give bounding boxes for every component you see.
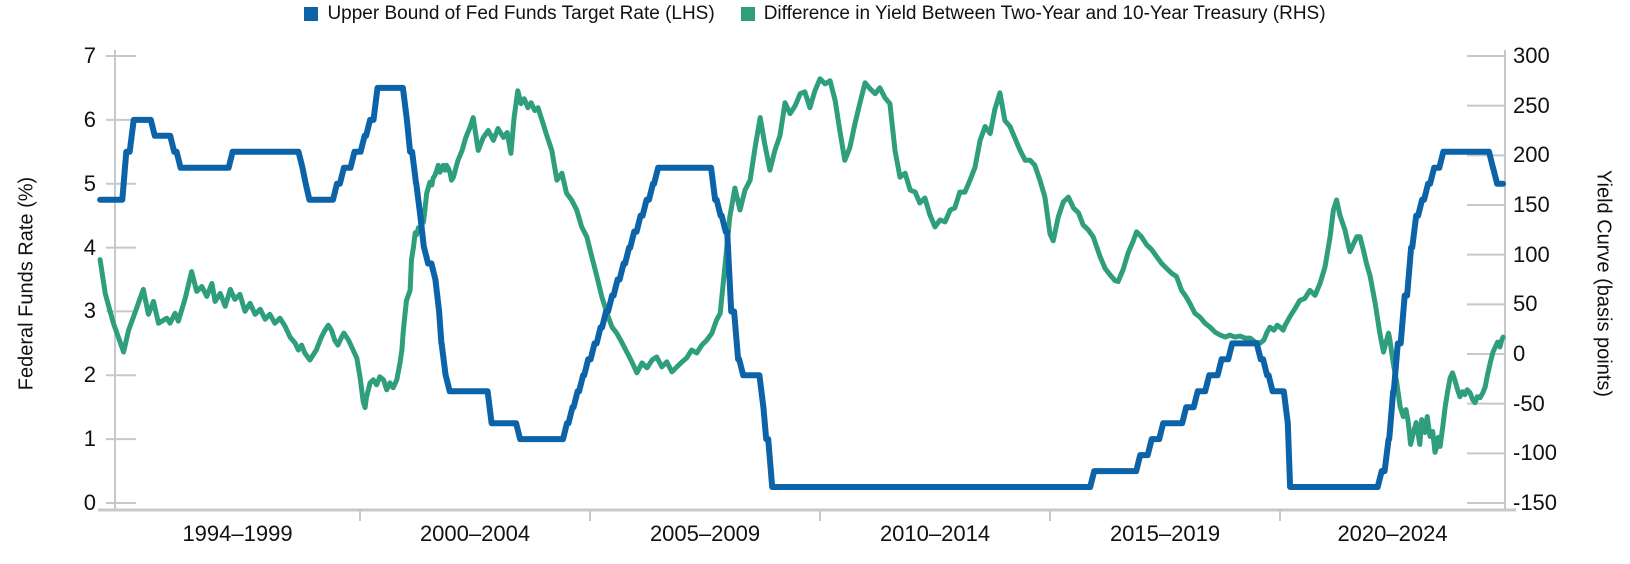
left-tick-label: 3 [83, 298, 96, 324]
left-tick-label: 1 [83, 426, 96, 452]
right-axis-title: Yield Curve (basis points) [1592, 169, 1615, 398]
fed-funds-line [97, 84, 1507, 490]
right-tick-label: 50 [1513, 291, 1538, 317]
left-tick-label: 2 [83, 362, 96, 388]
left-tick-label: 4 [83, 234, 96, 260]
right-tick-label: 300 [1513, 43, 1550, 68]
right-tick-label: 0 [1513, 341, 1526, 366]
right-tick-label: 150 [1513, 192, 1550, 217]
right-tick-label: -50 [1513, 390, 1545, 416]
right-tick-label: 200 [1513, 142, 1550, 168]
x-axis-label: 2000–2004 [419, 521, 531, 546]
left-tick-label: 7 [83, 43, 96, 68]
right-tick-label: -150 [1513, 490, 1558, 515]
legend-label: Difference in Yield Between Two-Year and… [763, 3, 1326, 24]
left-tick-label: 5 [83, 170, 96, 196]
right-tick-label: 100 [1513, 241, 1550, 267]
left-tick-label: 6 [83, 106, 96, 132]
right-tick-label: 250 [1513, 92, 1550, 118]
legend-item-yield-curve: Difference in Yield Between Two-Year and… [740, 3, 1326, 25]
x-axis-label: 2010–2014 [879, 521, 991, 546]
x-axis-label: 2005–2009 [649, 521, 761, 546]
legend: Upper Bound of Fed Funds Target Rate (LH… [0, 3, 1630, 25]
legend-item-fed-funds: Upper Bound of Fed Funds Target Rate (LH… [304, 3, 715, 25]
x-axis-label: 1994–1999 [182, 521, 293, 546]
left-axis-title: Federal Funds Rate (%) [15, 176, 38, 391]
yield-curve-line [97, 76, 1506, 455]
legend-swatch-icon [304, 7, 319, 21]
x-axis-label: 2020–2024 [1337, 521, 1448, 546]
legend-label: Upper Bound of Fed Funds Target Rate (LH… [327, 3, 715, 24]
x-axis-label: 2015–2019 [1109, 521, 1221, 546]
left-tick-label: 0 [83, 490, 96, 515]
right-tick-label: -100 [1513, 440, 1558, 466]
legend-swatch-icon [740, 7, 755, 21]
